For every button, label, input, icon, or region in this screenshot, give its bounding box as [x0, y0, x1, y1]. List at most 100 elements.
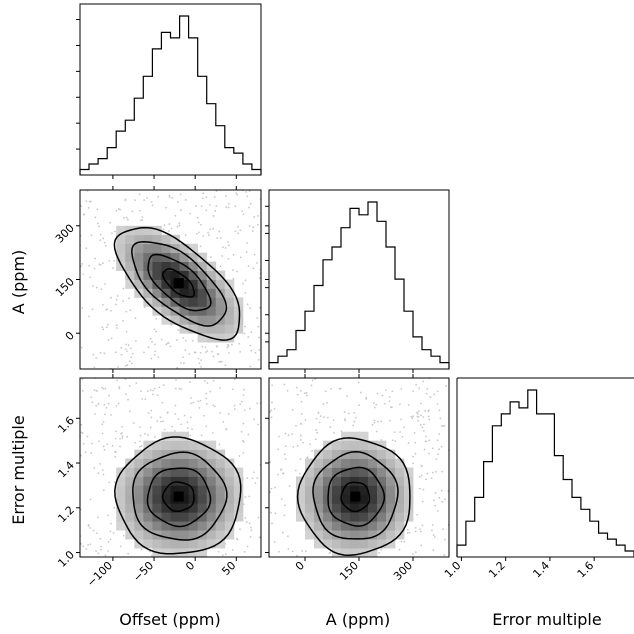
- density-1-2-cell: [368, 485, 378, 495]
- density-0-2-cell: [224, 458, 235, 468]
- density-0-1-cell: [161, 297, 171, 307]
- density-1-2-sample: [270, 416, 273, 419]
- density-0-1-sample: [112, 267, 115, 269]
- density-0-1-cell: [206, 288, 217, 298]
- density-1-2-sample: [332, 419, 335, 422]
- density-0-1-sample: [224, 247, 227, 249]
- density-0-1-cell: [188, 288, 199, 298]
- density-1-2-cell: [368, 476, 378, 486]
- density-0-1-sample: [105, 326, 108, 329]
- density-0-2-sample: [111, 444, 114, 447]
- density-0-1-cell: [188, 270, 199, 280]
- density-1-2-sample: [419, 424, 422, 426]
- density-0-1-cell: [188, 324, 199, 334]
- density-0-2-cell: [125, 458, 135, 468]
- density-0-2-sample: [245, 521, 248, 524]
- density-0-1-sample: [119, 208, 121, 211]
- density-1-2-sample: [315, 429, 317, 431]
- density-1-2-cell: [350, 512, 360, 522]
- density-1-2-cell: [359, 512, 369, 522]
- density-0-2-sample: [233, 378, 236, 381]
- density-1-2-sample: [406, 529, 409, 531]
- density-1-2-cell: [341, 521, 351, 531]
- density-0-2-sample: [114, 430, 117, 433]
- density-1-2-sample: [273, 541, 276, 543]
- density-1-2-sample: [291, 433, 294, 436]
- density-0-2-sample: [248, 407, 251, 410]
- density-1-2-sample: [391, 439, 394, 442]
- density-0-1-sample: [214, 210, 217, 212]
- density-1-2-sample: [414, 441, 417, 444]
- density-1-2-sample: [423, 423, 425, 426]
- density-1-2-sample: [441, 500, 444, 503]
- density-1-2-cell: [377, 494, 387, 504]
- density-0-1-sample: [110, 309, 112, 312]
- density-1-2-sample: [419, 487, 421, 490]
- density-1-2-sample: [269, 410, 272, 413]
- density-1-2-cell: [359, 458, 369, 468]
- density-0-1-sample: [243, 332, 246, 335]
- density-0-2-sample: [135, 382, 138, 384]
- density-0-2-cell: [143, 530, 153, 540]
- density-0-1-cell: [233, 306, 244, 316]
- density-1-2-cell: [377, 458, 387, 468]
- density-1-2-cell: [359, 476, 369, 486]
- y-tick-label: 300: [53, 222, 77, 246]
- density-0-2-sample: [259, 536, 261, 539]
- density-0-1-sample: [209, 228, 212, 231]
- density-1-2-cell: [404, 503, 414, 513]
- density-0-1-sample: [111, 232, 113, 235]
- density-1-2-sample: [414, 452, 417, 455]
- density-1-2-cell: [386, 476, 396, 486]
- density-0-1-sample: [140, 219, 142, 222]
- density-1-2-cell: [377, 476, 387, 486]
- density-1-2-sample: [273, 407, 276, 410]
- density-1-2-sample: [441, 470, 444, 473]
- density-1-2-sample: [436, 509, 439, 512]
- density-0-2-sample: [221, 554, 224, 557]
- density-1-2-cell: [332, 530, 342, 540]
- density-0-1-cell: [197, 261, 208, 271]
- density-0-1-cell: [188, 279, 199, 289]
- density-1-2-cell: [350, 485, 360, 495]
- density-1-2-sample: [431, 524, 434, 526]
- density-0-1-sample: [125, 310, 128, 313]
- density-0-2-sample: [256, 477, 259, 480]
- density-1-2-sample: [416, 513, 419, 516]
- density-0-2-cell: [197, 440, 208, 450]
- density-0-1-sample: [200, 359, 202, 362]
- density-1-2-sample: [352, 424, 355, 427]
- density-0-1-sample: [209, 204, 211, 206]
- density-0-2-sample: [219, 411, 222, 414]
- density-0-2-sample: [94, 413, 96, 415]
- density-0-1-sample: [88, 200, 91, 203]
- density-0-2-sample: [150, 409, 153, 412]
- density-0-2-cell: [197, 521, 208, 531]
- density-1-2-sample: [430, 477, 433, 480]
- density-1-2-sample: [432, 499, 435, 502]
- density-0-2-sample: [151, 554, 153, 557]
- density-0-2-sample: [162, 420, 164, 423]
- density-0-1-sample: [143, 199, 146, 201]
- density-0-2-sample: [146, 390, 149, 392]
- density-0-1-sample: [250, 331, 253, 334]
- density-0-1-sample: [245, 191, 247, 193]
- density-0-2-cell: [143, 485, 153, 495]
- density-0-1-sample: [232, 277, 235, 280]
- density-0-1-sample: [98, 225, 100, 228]
- density-1-2-sample: [274, 512, 277, 515]
- density-0-1-sample: [93, 267, 96, 270]
- density-0-1-cell: [125, 270, 135, 280]
- density-0-1-cell: [134, 252, 144, 262]
- density-0-2-cell: [116, 494, 126, 504]
- density-0-2-sample: [217, 550, 220, 553]
- density-1-2-cell: [395, 503, 405, 513]
- density-0-2-cell: [188, 440, 199, 450]
- density-1-2-cell: [386, 530, 396, 540]
- density-0-1-sample: [213, 196, 216, 198]
- density-0-2-sample: [104, 413, 106, 416]
- density-0-1-cell: [143, 252, 153, 262]
- density-0-2-sample: [140, 390, 142, 393]
- density-0-2-sample: [233, 408, 236, 411]
- density-0-1-sample: [81, 263, 84, 265]
